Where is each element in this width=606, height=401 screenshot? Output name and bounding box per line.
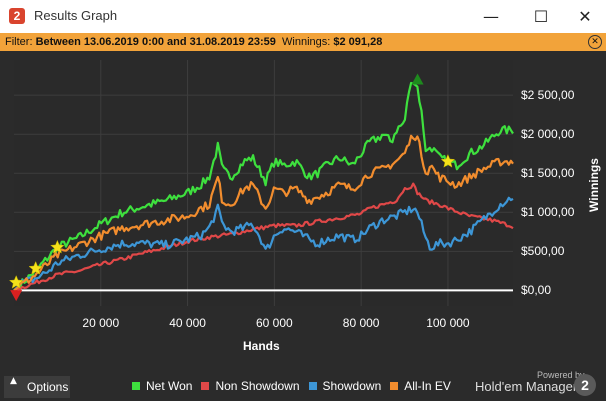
x-tick-label: 20 000 — [82, 316, 120, 330]
close-button[interactable]: ✕ — [562, 0, 606, 33]
close-icon: ✕ — [578, 7, 592, 26]
y-tick-label: $0,00 — [521, 283, 552, 298]
filter-range: Between 13.06.2019 0:00 and 31.08.2019 2… — [35, 36, 276, 48]
legend-item[interactable]: Showdown — [308, 379, 382, 393]
window-title: Results Graph — [34, 8, 118, 23]
legend-item[interactable]: Non Showdown — [201, 379, 300, 393]
options-label: Options — [27, 380, 69, 394]
title-bar: 2 Results Graph — ☐ ✕ — [0, 0, 606, 33]
chevron-up-icon: ▲ — [10, 376, 17, 386]
x-tick-label: 80 000 — [342, 316, 380, 330]
filter-prefix: Filter: — [5, 36, 33, 48]
winnings-label: Winnings: — [282, 36, 331, 48]
app-logo-icon: 2 — [9, 8, 25, 24]
y-axis-label: Winnings — [587, 158, 601, 212]
x-axis-label: Hands — [243, 339, 280, 353]
legend-item[interactable]: All-In EV — [390, 379, 451, 393]
brand-logo-icon: 2 — [574, 374, 596, 396]
star-marker-icon — [8, 274, 24, 289]
options-button[interactable]: ▲ Options — [4, 376, 70, 398]
series-line — [13, 182, 514, 292]
grid — [14, 60, 513, 306]
legend: Net Won Non Showdown Showdown All-In EV — [132, 379, 460, 393]
series-line — [13, 196, 514, 292]
maximize-button[interactable]: ☐ — [518, 0, 564, 33]
legend-label: Non Showdown — [215, 379, 300, 393]
series-lines — [13, 81, 514, 292]
x-tick-label: 60 000 — [255, 316, 293, 330]
legend-item[interactable]: Net Won — [132, 379, 192, 393]
star-marker-icon — [28, 260, 44, 275]
y-tick-label: $1 000,00 — [521, 205, 575, 220]
legend-swatch — [390, 382, 399, 390]
series-line — [13, 134, 514, 292]
y-tick-label: $2 000,00 — [521, 127, 575, 142]
markers — [8, 73, 456, 302]
maximize-icon: ☐ — [533, 7, 549, 26]
x-tick-label: 40 000 — [169, 316, 206, 330]
filter-bar: Filter: Between 13.06.2019 0:00 and 31.0… — [0, 33, 606, 51]
filter-clear-icon[interactable]: ✕ — [588, 35, 602, 49]
y-tick-label: $1 500,00 — [521, 166, 575, 181]
minimize-icon: — — [483, 7, 499, 26]
legend-label: Net Won — [146, 379, 193, 393]
star-marker-icon — [50, 239, 65, 254]
powered-by: Powered by — [537, 370, 585, 380]
brand-name: Hold'em Manager — [475, 379, 578, 394]
y-tick-label: $500,00 — [521, 244, 565, 259]
legend-label: All-In EV — [404, 379, 451, 393]
winnings-value: $2 091,28 — [333, 36, 383, 48]
series-line — [13, 81, 514, 292]
minimize-button[interactable]: — — [468, 0, 514, 33]
y-tick-label: $2 500,00 — [521, 88, 575, 103]
star-marker-icon — [440, 153, 456, 168]
legend-swatch — [308, 382, 317, 390]
peak-triangle-icon — [411, 73, 424, 85]
legend-swatch — [132, 382, 140, 390]
legend-swatch — [201, 382, 210, 390]
low-triangle-icon — [10, 290, 23, 302]
legend-label: Showdown — [322, 379, 382, 393]
x-tick-label: 100 000 — [426, 316, 470, 330]
